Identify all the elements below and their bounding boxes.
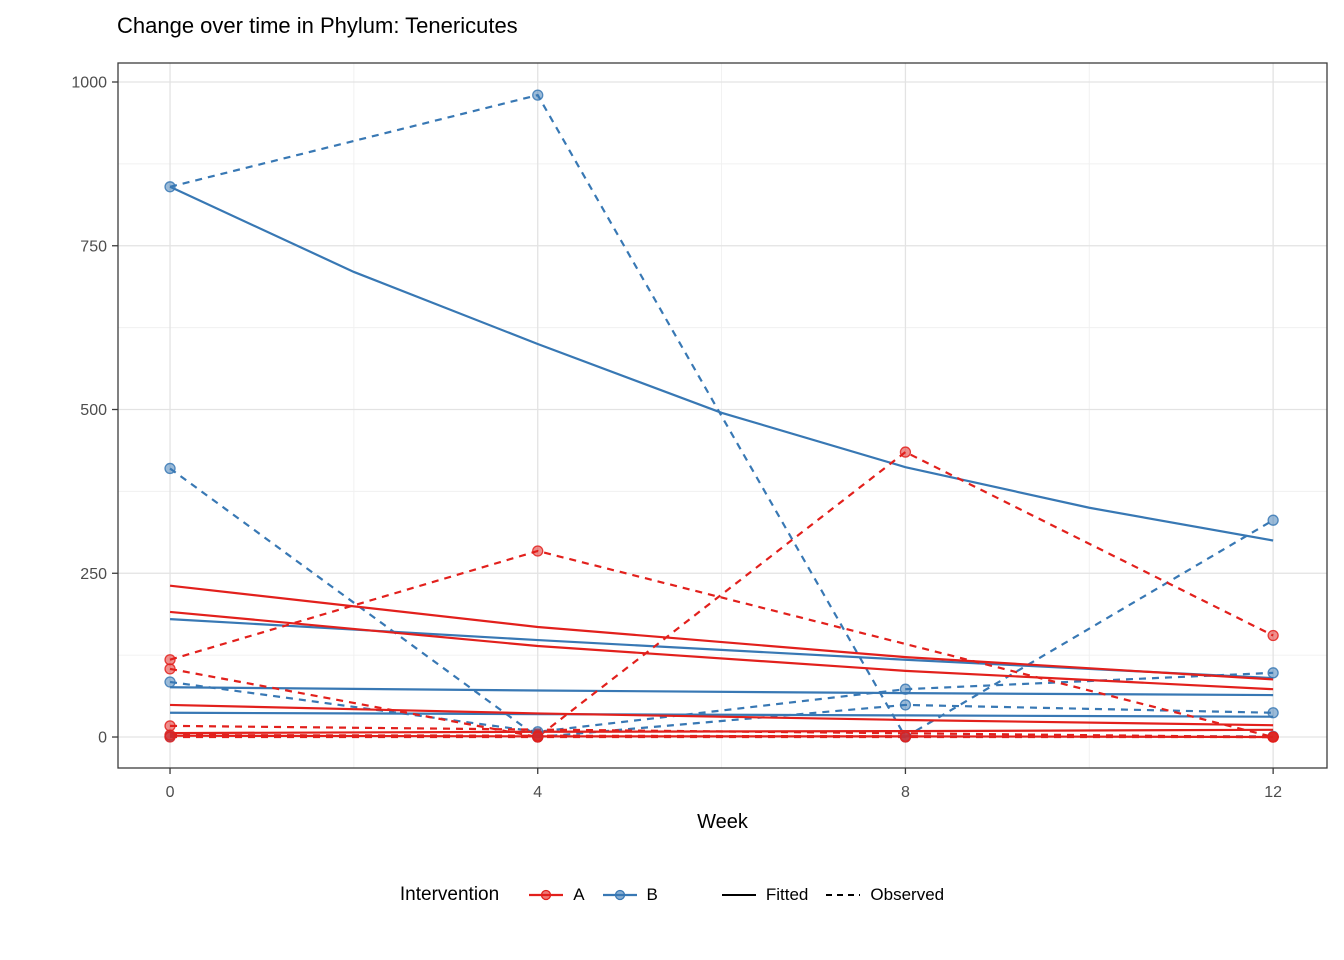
series-A2-fitted <box>169 610 1274 691</box>
series-B1-observed <box>169 93 1274 739</box>
data-point <box>164 462 176 475</box>
data-point <box>164 729 176 741</box>
series-B3-fitted <box>170 686 1274 697</box>
y-tick-label: 1000 <box>71 74 107 91</box>
legend-key-a-icon <box>529 889 564 901</box>
y-tick-label: 0 <box>98 730 107 747</box>
y-tick-label: 250 <box>80 566 107 583</box>
x-tick-label: 0 <box>166 784 175 801</box>
data-point <box>532 545 544 557</box>
data-point <box>164 663 176 675</box>
x-tick-label: 12 <box>1264 784 1282 801</box>
data-point <box>1267 514 1279 526</box>
legend-label-fitted: Fitted <box>765 885 809 904</box>
data-point <box>1267 667 1279 679</box>
data-point <box>899 446 912 458</box>
legend-item-fitted: Fitted <box>720 885 809 905</box>
series-A3-fitted <box>170 703 1274 727</box>
y-tick-label: 500 <box>80 402 107 419</box>
chart-title: Change over time in Phylum: Tenericutes <box>117 13 518 38</box>
x-tick-label: 8 <box>901 784 910 801</box>
legend: Intervention A B Fitted Obs <box>0 884 1344 906</box>
data-point <box>1267 731 1279 743</box>
gridlines <box>118 63 1327 768</box>
x-axis-title: Week <box>697 811 748 833</box>
series-B2-observed <box>169 467 1274 739</box>
series-B1-fitted <box>169 185 1274 542</box>
legend-key-fitted-icon <box>721 894 756 896</box>
x-tick-label: 4 <box>533 784 542 801</box>
legend-label-observed: Observed <box>870 885 945 904</box>
legend-item-group-b: B <box>601 885 658 905</box>
data-point <box>164 654 176 666</box>
legend-label-a: A <box>573 885 585 904</box>
panel-background <box>118 63 1327 768</box>
series-A1-fitted <box>169 584 1274 681</box>
plot-area: 0 4 8 12 0 250 500 750 1000 <box>71 62 1328 801</box>
legend-item-observed: Observed <box>824 885 944 905</box>
series-A2-observed <box>169 450 1274 739</box>
data-point <box>164 181 176 193</box>
series-A4-fitted <box>170 728 1274 735</box>
panel-border <box>117 62 1328 769</box>
series-lines <box>169 93 1274 739</box>
data-point <box>1267 707 1279 719</box>
axis-ticks-and-labels: 0 4 8 12 0 250 500 750 1000 <box>71 74 1282 801</box>
series-B4-fitted <box>170 711 1274 718</box>
legend-label-b: B <box>646 885 658 904</box>
data-point <box>532 89 544 101</box>
data-point <box>532 730 544 742</box>
data-point <box>899 683 912 695</box>
y-tick-label: 750 <box>80 238 107 255</box>
data-point <box>899 699 912 711</box>
data-point <box>164 720 176 732</box>
legend-item-group-a: A <box>527 885 585 905</box>
series-A5-observed <box>170 733 1274 739</box>
legend-key-observed-icon <box>826 894 861 896</box>
data-point <box>1267 629 1279 642</box>
data-point <box>899 730 912 743</box>
data-point <box>164 676 176 688</box>
legend-key-b-icon <box>602 889 637 901</box>
data-points <box>164 89 1279 743</box>
legend-title: Intervention <box>399 884 500 905</box>
